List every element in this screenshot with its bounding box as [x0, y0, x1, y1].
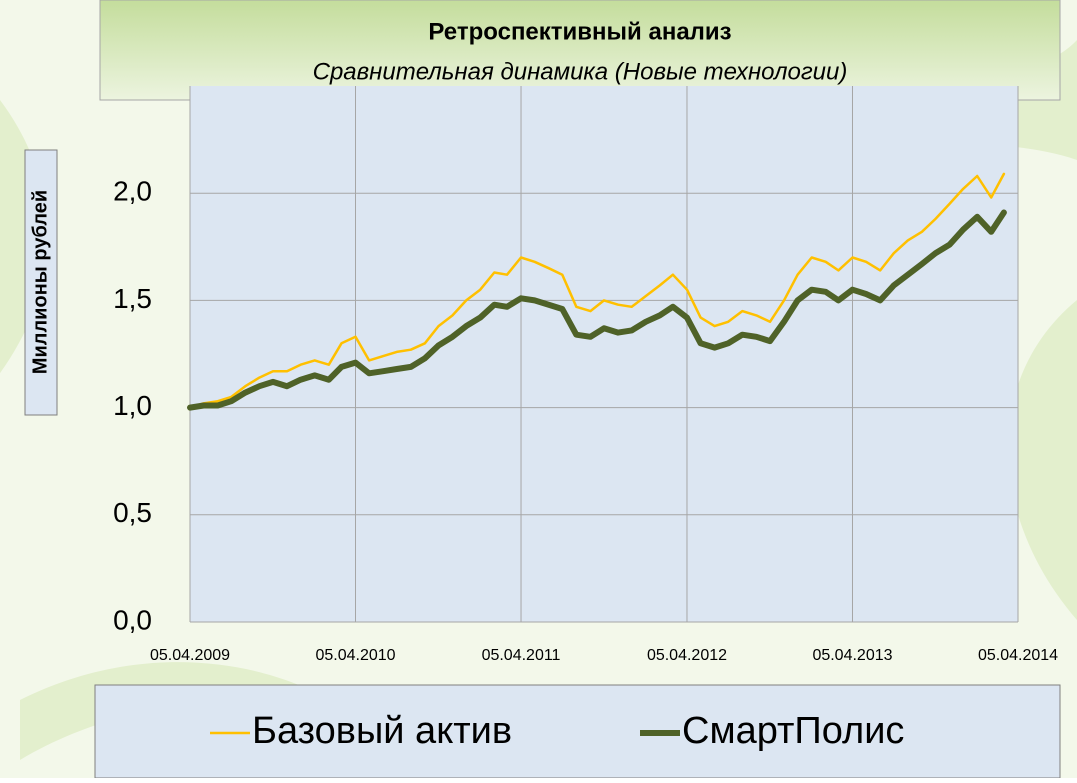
x-tick-label: 05.04.2012	[647, 647, 727, 664]
chart: Ретроспективный анализ Сравнительная дин…	[0, 0, 1077, 778]
x-tick-label: 05.04.2014	[978, 647, 1058, 664]
x-tick-label: 05.04.2010	[315, 647, 395, 664]
legend-box	[95, 685, 1060, 778]
y-axis-label: Миллионы рублей	[29, 190, 51, 374]
chart-title: Ретроспективный анализ	[428, 18, 731, 45]
y-tick-label: 0,5	[113, 497, 152, 528]
y-tick-label: 2,0	[113, 176, 152, 207]
y-tick-label: 1,0	[113, 390, 152, 421]
plot-area	[190, 86, 1018, 622]
x-tick-label: 05.04.2009	[150, 647, 230, 664]
legend-label: СмартПолис	[682, 710, 904, 752]
legend-label: Базовый актив	[252, 710, 512, 752]
y-tick-label: 0,0	[113, 604, 152, 635]
x-tick-label: 05.04.2011	[482, 647, 561, 664]
x-tick-label: 05.04.2013	[812, 647, 892, 664]
chart-subtitle: Сравнительная динамика (Новые технологии…	[313, 58, 848, 85]
y-tick-label: 1,5	[113, 283, 152, 314]
